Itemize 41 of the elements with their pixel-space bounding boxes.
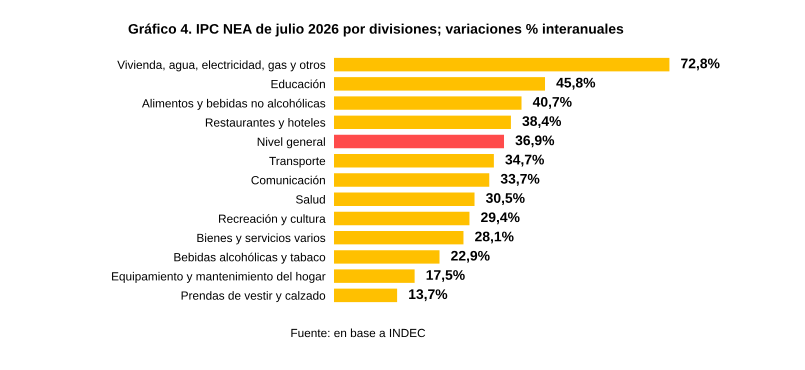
data-label: 30,5% — [486, 193, 525, 205]
data-label: 29,4% — [481, 212, 520, 224]
bar — [334, 269, 415, 283]
bar — [334, 192, 475, 206]
y-tick-label: Equipamiento y mantenimiento del hogar — [112, 272, 326, 283]
data-label: 33,7% — [500, 174, 540, 186]
bar — [334, 230, 464, 244]
data-label: 34,7% — [505, 154, 544, 167]
bar — [334, 173, 490, 187]
bar — [334, 288, 398, 302]
source-note: Fuente: en base a INDEC — [291, 328, 426, 338]
y-tick-label: Bebidas alcohólicas y tabaco — [174, 252, 326, 264]
bar — [334, 212, 470, 226]
y-tick-label: Transporte — [269, 156, 326, 168]
y-tick-label: Vivienda, agua, electricidad, gas y otros — [117, 60, 326, 72]
y-tick-label: Restaurantes y hoteles — [206, 118, 326, 130]
data-label: 28,1% — [475, 232, 514, 244]
y-tick-label: Salud — [296, 194, 325, 204]
bar — [334, 154, 494, 168]
bar — [334, 77, 546, 91]
y-tick-label: Bienes y servicios varios — [197, 233, 326, 244]
data-label: 22,9% — [451, 250, 490, 263]
chart-title: Gráfico 4. IPC NEA de julio 2026 por divisiones; variaciones % interanuales — [128, 23, 624, 37]
bar — [334, 96, 522, 110]
bar — [334, 250, 440, 264]
y-tick-label: Prendas de vestir y calzado — [182, 291, 326, 302]
data-label: 40,7% — [532, 96, 572, 109]
data-label: 72,8% — [681, 58, 720, 70]
data-label: 45,8% — [556, 78, 596, 90]
y-tick-label: Alimentos y bebidas no alcohólicas — [142, 98, 326, 110]
bar — [334, 134, 504, 148]
y-tick-label: Comunicación — [251, 176, 325, 184]
bar — [334, 116, 511, 130]
data-label: 17,5% — [426, 270, 465, 282]
data-label: 13,7% — [409, 289, 448, 302]
data-label: 36,9% — [515, 135, 554, 148]
y-tick-label: Recreación y cultura — [219, 214, 326, 226]
y-tick-label: Nivel general — [258, 137, 325, 148]
y-tick-label: Educación — [272, 79, 325, 88]
bar — [334, 58, 670, 72]
data-label: 38,4% — [522, 116, 562, 128]
